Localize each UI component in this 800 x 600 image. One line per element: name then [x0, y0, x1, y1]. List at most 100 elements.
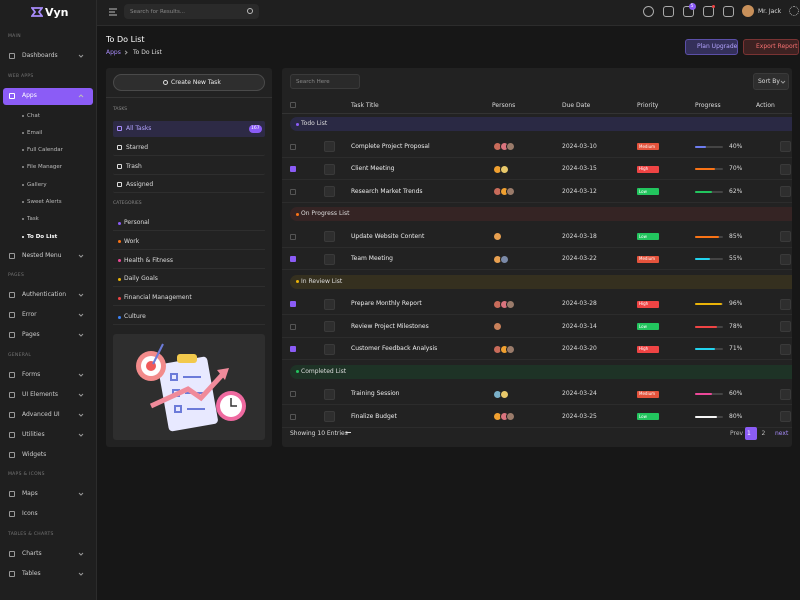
- category-row[interactable]: [113, 290, 265, 307]
- drag-handle[interactable]: [324, 141, 335, 152]
- header-icon[interactable]: [643, 6, 654, 17]
- search-box[interactable]: [124, 4, 259, 19]
- create-task-button[interactable]: [113, 74, 265, 91]
- export-button[interactable]: [743, 39, 799, 55]
- sidebar-item[interactable]: Widgets: [22, 450, 47, 458]
- sidebar-subitem[interactable]: Gallery: [27, 181, 47, 188]
- create-task-text[interactable]: Create New Task: [171, 78, 221, 86]
- table-search[interactable]: [290, 74, 360, 89]
- sidebar-item[interactable]: UI Elements: [22, 390, 59, 398]
- action-button[interactable]: [780, 298, 791, 310]
- category-label[interactable]: Daily Goals: [124, 275, 158, 283]
- drag-handle[interactable]: [324, 343, 335, 355]
- header-icon[interactable]: [723, 6, 734, 17]
- page-link[interactable]: 2: [761, 429, 766, 437]
- task-checkbox[interactable]: [290, 346, 296, 352]
- task-nav-row[interactable]: [113, 177, 265, 194]
- category-label[interactable]: Health & Fitness: [124, 256, 173, 264]
- export-text[interactable]: Export Report: [756, 43, 798, 50]
- task-nav-row[interactable]: [113, 121, 265, 137]
- action-button[interactable]: [780, 253, 791, 265]
- user-avatar[interactable]: [742, 5, 754, 17]
- user-name[interactable]: Mr. Jack: [758, 7, 782, 15]
- page-link[interactable]: 1: [747, 429, 751, 437]
- task-checkbox[interactable]: [290, 233, 296, 240]
- category-row[interactable]: [113, 215, 265, 231]
- sidebar-item[interactable]: Icons: [22, 510, 38, 518]
- sidebar-item[interactable]: Tables: [22, 569, 41, 577]
- sidebar-item[interactable]: Advanced UI: [22, 410, 60, 418]
- sidebar-item[interactable]: Utilities: [22, 430, 45, 438]
- task-checkbox[interactable]: [290, 413, 296, 420]
- action-button[interactable]: [780, 321, 791, 332]
- task-nav-row[interactable]: [113, 159, 265, 175]
- sidebar-subitem[interactable]: To Do List: [27, 233, 58, 240]
- plan-upgrade-button[interactable]: [685, 39, 738, 55]
- task-nav-label[interactable]: Starred: [126, 143, 149, 151]
- action-button[interactable]: [780, 186, 791, 197]
- menu-toggle[interactable]: [108, 7, 118, 17]
- drag-handle[interactable]: [324, 231, 335, 242]
- breadcrumb[interactable]: Apps: [106, 48, 121, 56]
- action-button[interactable]: [780, 411, 791, 422]
- action-button[interactable]: [780, 388, 791, 400]
- drag-handle[interactable]: [324, 411, 335, 422]
- page-link[interactable]: next: [775, 429, 789, 437]
- drag-handle[interactable]: [324, 186, 335, 197]
- category-label[interactable]: Financial Management: [124, 294, 192, 302]
- task-checkbox[interactable]: [290, 188, 296, 195]
- sidebar-item[interactable]: Authentication: [22, 291, 67, 299]
- sidebar-item[interactable]: Forms: [22, 370, 41, 378]
- category-label[interactable]: Culture: [124, 313, 146, 320]
- sidebar-item[interactable]: Nested Menu: [22, 251, 62, 259]
- sidebar-item[interactable]: Pages: [22, 331, 40, 339]
- action-button[interactable]: [780, 231, 791, 242]
- task-nav-row[interactable]: [113, 140, 265, 156]
- category-label[interactable]: Personal: [124, 219, 150, 226]
- task-checkbox[interactable]: [290, 256, 296, 262]
- sidebar-subitem[interactable]: File Manager: [27, 164, 63, 171]
- task-checkbox[interactable]: [290, 301, 296, 307]
- task-nav-label[interactable]: Trash: [126, 162, 142, 170]
- action-button[interactable]: [780, 343, 791, 355]
- sidebar-subitem[interactable]: Email: [27, 129, 43, 136]
- task-checkbox[interactable]: [290, 323, 296, 330]
- page-link[interactable]: Prev: [730, 429, 744, 437]
- category-row[interactable]: [113, 271, 265, 288]
- drag-handle[interactable]: [324, 321, 335, 332]
- sidebar-subitem[interactable]: Chat: [27, 112, 40, 119]
- category-row[interactable]: [113, 234, 265, 250]
- sidebar-item[interactable]: Dashboards: [22, 52, 58, 59]
- drag-handle[interactable]: [324, 163, 335, 175]
- sidebar-item[interactable]: Charts: [22, 549, 42, 557]
- category-row[interactable]: [113, 309, 265, 325]
- header-checkbox[interactable]: [290, 102, 296, 108]
- header-icon[interactable]: [683, 6, 694, 17]
- settings-icon[interactable]: [789, 6, 799, 16]
- category-row[interactable]: [113, 253, 265, 269]
- plan-upgrade-text[interactable]: Plan Upgrade: [697, 43, 738, 50]
- action-button[interactable]: [780, 163, 791, 175]
- header-icon[interactable]: [663, 6, 674, 17]
- category-label[interactable]: Work: [124, 237, 140, 245]
- sort-button[interactable]: [753, 73, 789, 90]
- drag-handle[interactable]: [324, 253, 335, 265]
- task-nav-label[interactable]: Assigned: [126, 181, 154, 189]
- action-button[interactable]: [780, 141, 791, 152]
- header-icon[interactable]: [703, 6, 714, 17]
- sidebar-subitem[interactable]: Task: [27, 216, 39, 223]
- drag-handle[interactable]: [324, 298, 335, 310]
- task-checkbox[interactable]: [290, 143, 296, 150]
- sidebar-subitem[interactable]: Full Calendar: [27, 147, 63, 154]
- sidebar-subitem[interactable]: Sweet Alerts: [27, 199, 62, 205]
- task-checkbox[interactable]: [290, 391, 296, 397]
- drag-handle[interactable]: [324, 388, 335, 400]
- sidebar-item[interactable]: Apps: [22, 91, 37, 99]
- page-active[interactable]: [745, 427, 757, 440]
- task-nav-label[interactable]: All Tasks: [126, 125, 152, 132]
- sidebar-item[interactable]: Error: [22, 311, 37, 319]
- tasks-title: TASKS: [113, 106, 128, 112]
- sidebar-item[interactable]: Maps: [22, 490, 38, 498]
- sort-text[interactable]: Sort By: [758, 77, 780, 85]
- task-checkbox[interactable]: [290, 166, 296, 172]
